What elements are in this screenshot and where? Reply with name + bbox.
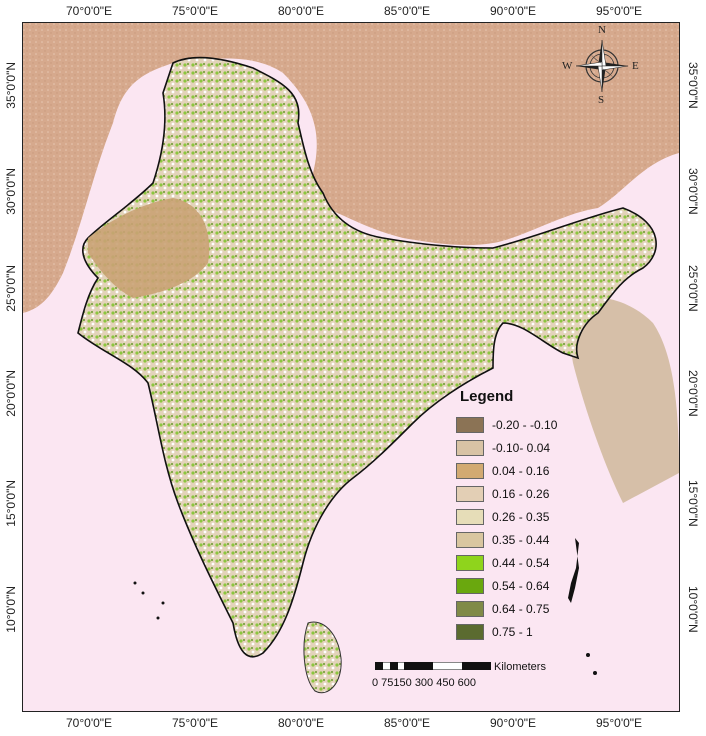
sri-lanka xyxy=(303,621,342,694)
y-tick-right: 35°0'0"N xyxy=(686,62,700,109)
north-arrow-icon: N S W E xyxy=(562,24,639,106)
scale-tick-labels: 0 75150 300 450 600 xyxy=(372,677,476,689)
compass-east-label: E xyxy=(632,60,639,72)
compass-north-label: N xyxy=(598,24,606,36)
legend-item: -0.10- 0.04 xyxy=(452,436,582,459)
y-tick-right: 30°0'0"N xyxy=(686,168,700,215)
legend-swatch xyxy=(456,462,484,479)
x-tick-bottom: 95°0'0"E xyxy=(596,716,643,730)
compass-west-label: W xyxy=(562,60,573,72)
x-tick-top: 70°0'0"E xyxy=(66,4,113,18)
legend-label: 0.54 - 0.64 xyxy=(492,578,550,593)
legend-swatch xyxy=(456,485,484,502)
y-tick-left: 30°0'0"N xyxy=(4,168,18,215)
legend-item: -0.20 - -0.10 xyxy=(452,413,582,436)
map-canvas xyxy=(23,23,679,694)
y-tick-left: 35°0'0"N xyxy=(4,62,18,109)
x-tick-bottom: 75°0'0"E xyxy=(172,716,219,730)
legend-label: 0.75 - 1 xyxy=(492,624,533,639)
x-tick-top: 75°0'0"E xyxy=(172,4,219,18)
lakshadweep-island xyxy=(141,591,145,595)
legend-title: Legend xyxy=(460,388,514,405)
legend-swatch xyxy=(456,623,484,640)
legend-label: 0.64 - 0.75 xyxy=(492,601,550,616)
y-tick-right: 25°0'0"N xyxy=(686,265,700,312)
legend-swatch xyxy=(456,416,484,433)
y-tick-right: 10°0'0"N xyxy=(686,586,700,633)
x-tick-top: 85°0'0"E xyxy=(384,4,431,18)
lakshadweep-island xyxy=(161,601,165,605)
legend-swatch xyxy=(456,577,484,594)
y-tick-right: 15°0'0"N xyxy=(686,480,700,527)
legend-swatch xyxy=(456,531,484,548)
legend-item: 0.44 - 0.54 xyxy=(452,551,582,574)
legend-label: 0.35 - 0.44 xyxy=(492,532,550,547)
legend-label: 0.26 - 0.35 xyxy=(492,509,550,524)
india-landmass xyxy=(77,56,657,658)
lakshadweep-island xyxy=(156,616,160,620)
compass-south-label: S xyxy=(598,94,605,106)
legend-label: 0.44 - 0.54 xyxy=(492,555,550,570)
legend-item: 0.75 - 1 xyxy=(452,620,582,643)
asia-landmass xyxy=(23,23,679,313)
legend-item: 0.26 - 0.35 xyxy=(452,505,582,528)
legend-item: 0.35 - 0.44 xyxy=(452,528,582,551)
y-tick-right: 20°0'0"N xyxy=(686,370,700,417)
legend-label: 0.16 - 0.26 xyxy=(492,486,550,501)
legend: Legend -0.20 - -0.10 -0.10- 0.04 0.04 - 0.… xyxy=(452,388,582,643)
legend-item: 0.54 - 0.64 xyxy=(452,574,582,597)
legend-label: -0.20 - -0.10 xyxy=(492,417,558,432)
scale-unit-label: Kilometers xyxy=(494,661,546,673)
andaman-islands xyxy=(568,538,579,603)
y-tick-left: 25°0'0"N xyxy=(4,265,18,312)
legend-item: 0.04 - 0.16 xyxy=(452,459,582,482)
x-tick-top: 95°0'0"E xyxy=(596,4,643,18)
y-tick-left: 20°0'0"N xyxy=(4,370,18,417)
legend-swatch xyxy=(456,439,484,456)
legend-swatch xyxy=(456,600,484,617)
legend-label: 0.04 - 0.16 xyxy=(492,463,550,478)
legend-swatch xyxy=(456,508,484,525)
thar-region xyxy=(88,198,210,298)
x-tick-top: 80°0'0"E xyxy=(278,4,325,18)
x-tick-bottom: 85°0'0"E xyxy=(384,716,431,730)
lakshadweep-island xyxy=(133,581,137,585)
y-tick-left: 15°0'0"N xyxy=(4,480,18,527)
y-tick-left: 10°0'0"N xyxy=(4,586,18,633)
map-frame xyxy=(22,22,680,712)
x-tick-bottom: 70°0'0"E xyxy=(66,716,113,730)
east-landmass xyxy=(563,297,679,503)
legend-label: -0.10- 0.04 xyxy=(492,440,551,455)
legend-item: 0.16 - 0.26 xyxy=(452,482,582,505)
nicobar-island xyxy=(593,671,597,675)
legend-swatch xyxy=(456,554,484,571)
scale-bar xyxy=(375,662,491,670)
x-tick-bottom: 80°0'0"E xyxy=(278,716,325,730)
x-tick-top: 90°0'0"E xyxy=(490,4,537,18)
x-tick-bottom: 90°0'0"E xyxy=(490,716,537,730)
nicobar-island xyxy=(586,653,590,657)
legend-item: 0.64 - 0.75 xyxy=(452,597,582,620)
